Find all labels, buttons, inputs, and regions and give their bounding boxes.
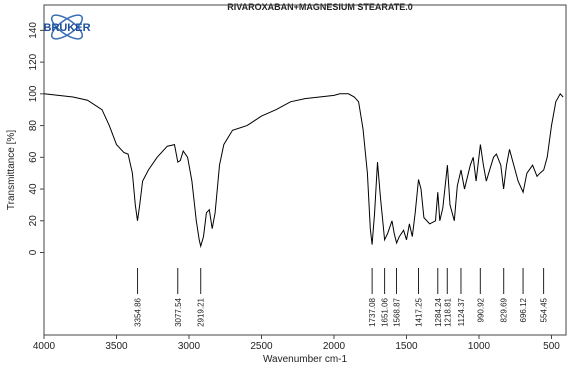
peak-label: 3354.86 [134, 297, 143, 326]
peak-label: 1218.81 [443, 297, 452, 326]
x-tick-label: 4000 [33, 341, 56, 352]
peak-label: 554.45 [540, 297, 549, 322]
x-tick-label: 500 [543, 341, 560, 352]
logo-text: BRUKER [43, 22, 90, 34]
logo-ring [50, 14, 84, 40]
y-tick-label: 120 [28, 53, 39, 70]
peak-label: 829.69 [500, 297, 509, 322]
peak-label: 3077.54 [174, 297, 183, 326]
peak-label: 1737.08 [368, 297, 377, 326]
x-tick-label: 1000 [468, 341, 491, 352]
peak-label: 1417.25 [414, 297, 423, 326]
peak-label: 1284.24 [434, 297, 443, 326]
y-tick-label: 60 [28, 151, 39, 163]
peak-label: 990.92 [476, 297, 485, 322]
y-tick-label: 140 [28, 22, 39, 39]
x-tick-label: 2000 [323, 341, 346, 352]
peak-label: 1124.37 [457, 297, 466, 326]
x-tick-label: 3500 [105, 341, 128, 352]
x-tick-label: 3000 [178, 341, 201, 352]
x-tick-label: 2500 [250, 341, 273, 352]
y-tick-label: 20 [28, 215, 39, 227]
x-tick-label: 1500 [395, 341, 418, 352]
y-tick-label: 80 [28, 120, 39, 132]
peak-label: 2919.21 [197, 297, 206, 326]
spectrum-line [43, 92, 564, 249]
peak-label: 1651.06 [381, 297, 390, 326]
y-tick-label: 0 [28, 249, 39, 255]
plot-frame [43, 4, 567, 336]
logo-ring [50, 14, 84, 40]
logo: BRUKER [43, 14, 91, 40]
y-axis-label: Transmittance [%] [6, 130, 17, 210]
peak-label: 696.12 [519, 297, 528, 322]
peak-label: 1568.87 [393, 297, 402, 326]
y-tick-label: 40 [28, 183, 39, 195]
x-axis-label: Wavenumber cm-1 [263, 354, 348, 365]
chart-title: RIVAROXABAN+MAGNESIUM STEARATE.0 [227, 2, 412, 12]
y-tick-label: 100 [28, 85, 39, 102]
